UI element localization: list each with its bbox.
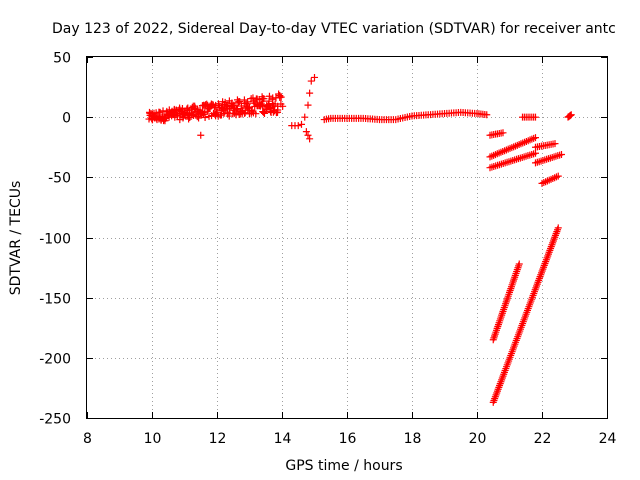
y-tick-label: 0 bbox=[62, 111, 71, 127]
data-point-noisy-daytime bbox=[184, 104, 192, 112]
data-point-steep-2 bbox=[554, 224, 562, 232]
data-marks bbox=[145, 73, 575, 406]
plot-frame bbox=[86, 56, 608, 419]
data-point-track-b bbox=[532, 134, 539, 142]
data-point-track-h bbox=[566, 112, 574, 120]
x-tick-label: 10 bbox=[144, 431, 162, 447]
data-point-noisy-daytime bbox=[225, 112, 233, 120]
data-point-spike-14.5 bbox=[301, 113, 309, 121]
x-axis: 8 10 12 14 16 18 20 22 24 bbox=[83, 57, 616, 447]
y-tick-label: -250 bbox=[39, 412, 71, 428]
data-point-smooth-night bbox=[483, 111, 491, 119]
data-point-noisy-daytime bbox=[231, 109, 239, 117]
data-point-noisy-daytime bbox=[148, 110, 156, 118]
chart-title: Day 123 of 2022, Sidereal Day-to-day VTE… bbox=[52, 21, 616, 37]
data-point-spike-14.5 bbox=[307, 77, 315, 85]
x-tick-label: 24 bbox=[599, 431, 617, 447]
x-tick-label: 22 bbox=[534, 431, 552, 447]
data-point-track-d bbox=[532, 113, 539, 121]
data-point-noisy-daytime bbox=[183, 105, 191, 113]
y-tick-label: -50 bbox=[48, 171, 71, 187]
data-point-noisy-daytime bbox=[248, 107, 256, 115]
data-point-noisy-daytime bbox=[277, 93, 285, 101]
data-point-noisy-daytime bbox=[236, 97, 244, 105]
data-point-spike-14.5 bbox=[306, 135, 314, 143]
data-point-extra-point bbox=[197, 131, 205, 139]
data-point-noisy-daytime bbox=[263, 102, 271, 110]
x-tick-label: 12 bbox=[209, 431, 227, 447]
data-point-steep-1 bbox=[515, 260, 523, 268]
data-point-noisy-daytime bbox=[249, 94, 257, 102]
y-axis: 50 0 -50 -100 -150 -200 -250 bbox=[39, 51, 607, 428]
data-point-noisy-daytime bbox=[265, 92, 273, 100]
y-tick-label: -150 bbox=[39, 292, 71, 308]
data-point-spike-14.5 bbox=[304, 131, 312, 139]
y-tick-label: 50 bbox=[53, 51, 71, 67]
data-point-noisy-daytime bbox=[269, 95, 277, 103]
x-tick-label: 18 bbox=[404, 431, 422, 447]
data-point-spike-14.5 bbox=[311, 73, 318, 81]
y-tick-label: -200 bbox=[39, 352, 71, 368]
y-axis-title: SDTVAR / TECUs bbox=[8, 181, 24, 296]
data-point-spike-14.5 bbox=[304, 101, 312, 109]
data-point-spike-14.5 bbox=[306, 89, 314, 97]
data-point-noisy-daytime bbox=[260, 109, 268, 117]
x-tick-label: 20 bbox=[469, 431, 487, 447]
x-axis-title: GPS time / hours bbox=[285, 458, 402, 474]
data-point-spike-14.5 bbox=[302, 128, 310, 136]
data-point-spike-14.5 bbox=[294, 122, 302, 130]
x-tick-label: 16 bbox=[339, 431, 357, 447]
data-point-noisy-daytime bbox=[176, 116, 184, 124]
data-point-track-h bbox=[567, 111, 575, 119]
data-point-track-f bbox=[558, 150, 565, 158]
data-point-noisy-daytime bbox=[185, 115, 193, 123]
data-point-spike-14.5 bbox=[298, 120, 305, 128]
data-point-noisy-daytime bbox=[190, 111, 198, 119]
data-point-noisy-daytime bbox=[244, 98, 252, 106]
data-point-track-e bbox=[551, 140, 559, 148]
data-point-noisy-daytime bbox=[252, 110, 260, 118]
data-point-noisy-daytime bbox=[242, 99, 250, 107]
x-tick-label: 8 bbox=[83, 431, 92, 447]
data-point-noisy-daytime bbox=[169, 110, 177, 118]
data-point-track-c bbox=[532, 149, 539, 157]
y-tick-label: -100 bbox=[39, 232, 71, 248]
data-point-noisy-daytime bbox=[279, 102, 287, 110]
data-point-track-a bbox=[499, 129, 507, 137]
data-point-noisy-daytime bbox=[230, 101, 238, 109]
data-point-noisy-daytime bbox=[260, 95, 268, 103]
data-point-noisy-daytime bbox=[274, 106, 282, 114]
data-point-track-h bbox=[566, 111, 574, 119]
data-point-track-g bbox=[554, 172, 562, 180]
x-tick-label: 14 bbox=[274, 431, 292, 447]
